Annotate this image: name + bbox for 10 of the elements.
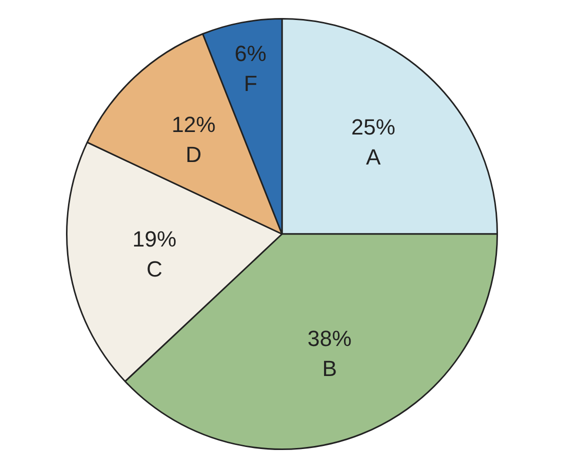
data-label: 12%: [172, 112, 216, 137]
slice-label: B: [322, 356, 337, 382]
data-label: 25%: [351, 114, 396, 140]
data-label: 6%: [234, 41, 266, 66]
slice-label: A: [366, 144, 381, 170]
data-label: 19%: [132, 226, 176, 252]
slice-label: C: [146, 256, 162, 282]
data-label: 38%: [308, 326, 352, 352]
slice-label: D: [186, 142, 202, 167]
slice-label: F: [244, 71, 258, 96]
